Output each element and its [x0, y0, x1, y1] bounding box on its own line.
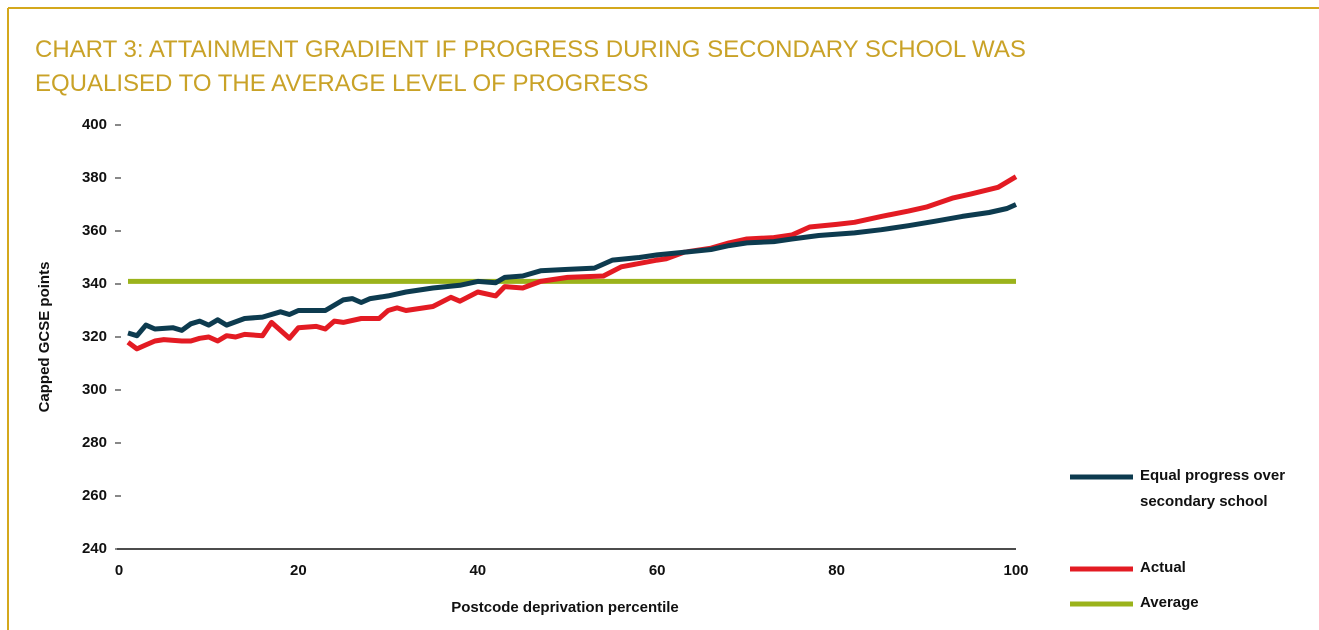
y-tick-label: 360: [82, 222, 107, 239]
line-series: [127, 202, 1018, 339]
y-tick-label: 280: [82, 434, 107, 451]
y-tick-label: 400: [82, 116, 107, 133]
x-tick-label: 40: [469, 562, 486, 579]
x-tick-label: 80: [828, 562, 845, 579]
x-axis-title: Postcode deprivation percentile: [451, 599, 679, 616]
y-tick-label: 300: [82, 381, 107, 398]
line-series: [126, 174, 1018, 352]
x-tick-label: 0: [115, 562, 123, 579]
legend-label: Equal progress over secondary school: [1140, 467, 1286, 510]
legend-label: Actual: [1140, 559, 1186, 576]
y-tick-label: 380: [82, 169, 107, 186]
x-tick-label: 60: [649, 562, 666, 579]
y-tick-label: 320: [82, 328, 107, 345]
chart-title: CHART 3: ATTAINMENT GRADIENT IF PROGRESS…: [35, 36, 1026, 97]
x-tick-label: 100: [1003, 562, 1028, 579]
y-tick-label: 340: [82, 275, 107, 292]
legend-label: Average: [1140, 594, 1199, 611]
x-tick-label: 20: [290, 562, 307, 579]
y-tick-label: 240: [82, 540, 107, 557]
y-axis-title: Capped GCSE points: [36, 262, 53, 413]
y-tick-label: 260: [82, 487, 107, 504]
